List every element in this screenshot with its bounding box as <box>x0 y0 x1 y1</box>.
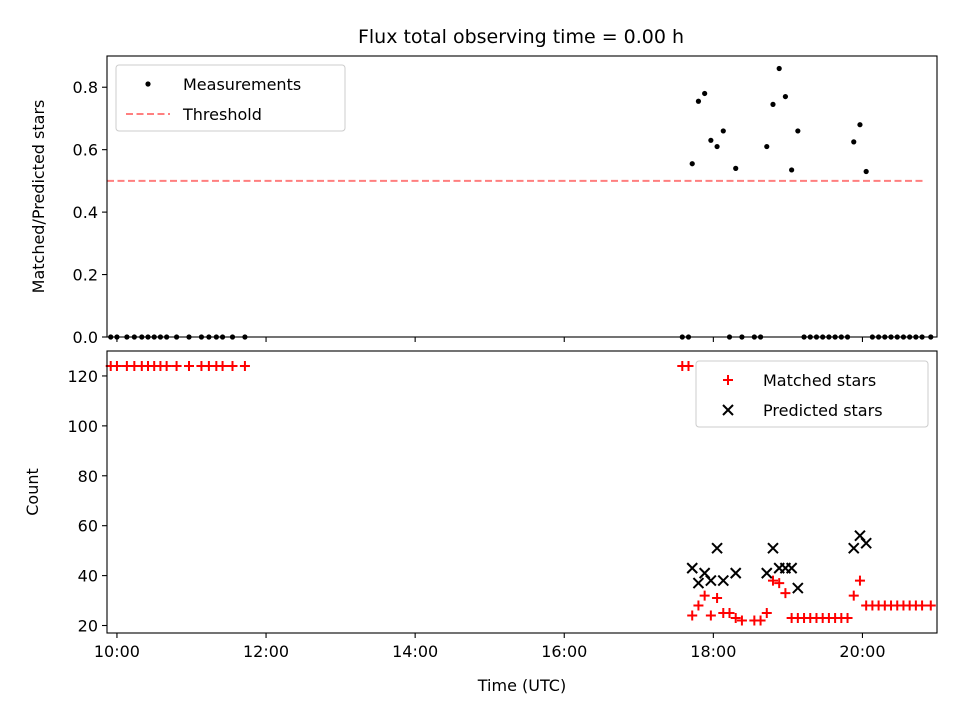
matched-star-point <box>848 590 859 601</box>
predicted-star-point <box>848 542 860 554</box>
matched-star-point <box>917 600 928 611</box>
y-axis-label: Matched/Predicted stars <box>29 100 48 294</box>
matched-star-point <box>712 593 723 604</box>
matched-star-point <box>693 600 704 611</box>
matched-star-point <box>687 610 698 621</box>
predicted-star-point <box>860 537 872 549</box>
y-tick-label: 0.4 <box>73 203 98 222</box>
legend: Measurements Threshold <box>115 64 346 132</box>
measurement-point <box>857 122 863 128</box>
legend-label: Matched stars <box>763 371 876 390</box>
y-tick-label: 0.2 <box>73 266 98 285</box>
chart-title: Flux total observing time = 0.00 h <box>358 26 684 48</box>
matched-star-point <box>761 608 772 619</box>
y-tick-label: 100 <box>67 417 98 436</box>
legend-label: Threshold <box>182 105 262 124</box>
legend-label: Predicted stars <box>763 401 883 420</box>
x-axis-label: Time (UTC) <box>477 676 566 695</box>
predicted-star-point <box>705 574 717 587</box>
legend-measurement-swatch <box>145 81 151 87</box>
legend-box <box>115 64 346 132</box>
measurement-point <box>770 101 776 107</box>
y-tick-label: 0.6 <box>73 141 98 160</box>
y-tick-label: 0.8 <box>73 78 98 97</box>
measurement-point <box>782 93 789 100</box>
measurement-point <box>708 137 714 143</box>
matched-star-point <box>730 613 741 624</box>
legend-predicted-swatch <box>722 404 734 416</box>
matched-star-point <box>736 615 747 626</box>
x-tick-label: 12:00 <box>243 642 289 661</box>
matched-star-point <box>705 610 716 621</box>
y-axis-label: Count <box>23 468 42 516</box>
predicted-star-point <box>686 562 698 574</box>
matched-star-point <box>842 613 853 624</box>
matched-star-point <box>171 360 182 371</box>
legend-label: Measurements <box>183 75 301 94</box>
bottom-panel: 20 40 60 80 100 120 10:00 12:00 14:00 16:00 18:00 2… <box>23 350 938 695</box>
y-tick-label: 40 <box>78 567 98 586</box>
matched-star-point <box>184 360 195 371</box>
measurement-point <box>733 165 739 171</box>
measurement-point <box>764 143 770 150</box>
axes-frame <box>106 55 938 338</box>
matched-star-point <box>755 615 766 626</box>
measurement-point <box>720 128 726 134</box>
top-panel: 0.0 0.2 0.4 0.6 0.8 Matched/Predicted stars Me… <box>29 55 938 347</box>
axes-frame <box>106 350 938 634</box>
x-tick-label: 20:00 <box>839 642 885 661</box>
predicted-star-point <box>711 542 723 554</box>
matched-star-point <box>217 360 228 371</box>
y-tick-label: 120 <box>67 367 98 386</box>
predicted-star-point <box>792 582 804 594</box>
measurement-point <box>714 143 720 150</box>
measurement-point <box>795 128 801 134</box>
x-tick-label: 10:00 <box>94 642 140 661</box>
predicted-star-point <box>717 574 729 587</box>
y-tick-label: 0.0 <box>73 328 98 347</box>
x-tick-label: 14:00 <box>392 642 438 661</box>
matched-star-point <box>767 575 778 586</box>
measurement-point <box>776 65 782 72</box>
matched-star-point <box>774 578 785 589</box>
predicted-star-point <box>730 567 742 579</box>
y-tick-label: 80 <box>78 467 98 486</box>
matched-star-point <box>111 360 122 371</box>
predicted-star-point <box>692 577 705 589</box>
x-tick-label: 16:00 <box>541 642 587 661</box>
x-tick-label: 18:00 <box>690 642 736 661</box>
legend-matched-swatch <box>723 375 733 385</box>
matched-star-point <box>227 360 238 371</box>
y-tick-label: 60 <box>78 517 98 536</box>
measurement-point <box>851 139 857 145</box>
matched-star-point <box>780 588 791 599</box>
predicted-star-point <box>761 567 773 579</box>
matched-star-point <box>683 360 694 371</box>
matched-star-point <box>699 590 710 601</box>
legend: Matched stars Predicted stars <box>695 360 929 428</box>
measurement-point <box>689 161 695 167</box>
measurement-point <box>695 98 702 104</box>
predicted-star-point <box>767 542 779 554</box>
legend-box <box>695 360 929 428</box>
measurement-point <box>789 167 795 173</box>
matched-star-point <box>161 360 172 371</box>
y-tick-label: 20 <box>78 617 98 636</box>
matched-star-point <box>854 575 865 586</box>
matched-star-point <box>925 600 936 611</box>
matched-star-point <box>724 608 735 619</box>
matched-star-point <box>239 360 250 371</box>
measurement-point <box>863 168 869 175</box>
measurement-point <box>702 90 708 97</box>
predicted-star-point <box>785 562 798 574</box>
